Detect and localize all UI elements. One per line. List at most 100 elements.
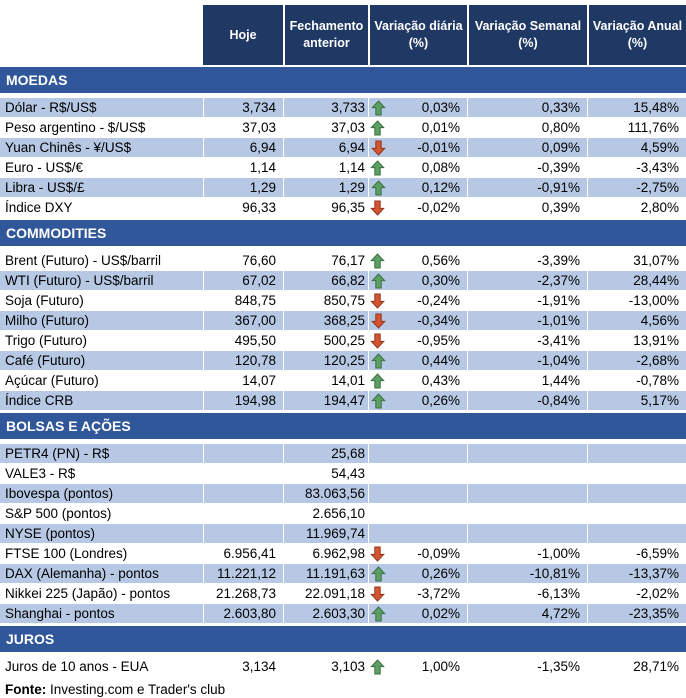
hoje-value: 3,134: [242, 659, 276, 674]
fechamento-anterior-value: 2.656,10: [312, 506, 365, 521]
variacao-anual-value: -23,35%: [587, 604, 686, 623]
row-label: Ibovespa (pontos): [5, 486, 114, 501]
table-body: MOEDAS Dólar - R$/US$ 3,734 3,733 0,03% 0,33%…: [0, 67, 686, 677]
row-label: Brent (Futuro) - US$/barril: [5, 253, 162, 268]
variacao-diaria-cell: -3,72%: [368, 584, 467, 603]
variacao-diaria-cell: -0,24%: [368, 291, 467, 310]
section-header-moedas: MOEDAS: [0, 67, 686, 93]
table-row-vale3-r: VALE3 - R$ 54,43: [0, 464, 686, 484]
variacao-semanal-value: 1,44%: [541, 373, 580, 388]
hoje-value: 1,29: [203, 178, 283, 197]
row-label: DAX (Alemanha) - pontos: [5, 566, 159, 581]
variacao-anual-value: 15,48%: [587, 98, 686, 117]
row-label: WTI (Futuro) - US$/barril: [5, 273, 154, 288]
hoje-value: 367,00: [203, 311, 283, 330]
fechamento-anterior-value: 25,68: [283, 444, 368, 463]
variacao-diaria-cell: -0,95%: [368, 331, 467, 350]
variacao-semanal-value: [467, 504, 587, 523]
section-title: MOEDAS: [6, 72, 68, 88]
table-row-milho-futuro: Milho (Futuro) 367,00 368,25 -0,34% -1,01% 4,…: [0, 311, 686, 331]
fechamento-anterior-value: 500,25: [323, 333, 365, 348]
variacao-anual-value: 4,56%: [587, 311, 686, 330]
fechamento-anterior-value: 14,01: [331, 373, 365, 388]
row-label: Yuan Chinês - ¥/US$: [5, 140, 132, 155]
hoje-value: 37,03: [242, 120, 276, 135]
variacao-semanal-value: -1,35%: [537, 659, 580, 674]
up-arrow-icon: [371, 605, 388, 622]
variacao-diaria-value: 0,12%: [421, 180, 460, 195]
variacao-diaria-cell: -0,34%: [368, 311, 467, 330]
variacao-anual-value: 28,71%: [633, 659, 679, 674]
column-header-variacao-anual: Variação Anual (%): [587, 5, 686, 65]
variacao-diaria-value: -0,02%: [417, 200, 460, 215]
variacao-diaria-value: 0,03%: [421, 100, 460, 115]
fechamento-anterior-value: 2.603,30: [283, 604, 368, 623]
down-arrow-icon: [370, 293, 387, 309]
table-row-indice-dxy: Índice DXY 96,33 96,35 -0,02% 0,39% 2,80%: [0, 198, 686, 218]
down-arrow-icon: [371, 140, 388, 156]
hoje-value: 21.268,73: [215, 586, 276, 601]
variacao-diaria-cell: 0,02%: [368, 604, 467, 623]
variacao-semanal-value: 0,09%: [467, 138, 587, 157]
row-label: FTSE 100 (Londres): [5, 546, 128, 561]
up-arrow-icon: [371, 565, 388, 582]
variacao-semanal-value: [467, 524, 587, 543]
variacao-anual-value: [587, 524, 686, 543]
up-arrow-icon: [371, 352, 388, 369]
variacao-diaria-cell: -0,01%: [368, 138, 467, 157]
down-arrow-icon: [370, 546, 387, 562]
table-row-cafe-futuro: Café (Futuro) 120,78 120,25 0,44% -1,04% -2,6…: [0, 351, 686, 371]
hoje-value: 6.956,41: [223, 546, 276, 561]
up-arrow-icon: [370, 372, 387, 389]
row-label: Índice DXY: [5, 200, 73, 215]
fechamento-anterior-value: 3,103: [331, 659, 365, 674]
fechamento-anterior-value: 850,75: [323, 293, 365, 308]
hoje-value: 2.603,80: [203, 604, 283, 623]
table-row-acucar-futuro: Açúcar (Futuro) 14,07 14,01 0,43% 1,44% -0,78…: [0, 371, 686, 391]
variacao-diaria-value: 0,02%: [421, 606, 460, 621]
variacao-anual-value: -2,02%: [636, 586, 679, 601]
fechamento-anterior-value: 22.091,18: [304, 586, 365, 601]
row-label: Shanghai - pontos: [5, 606, 115, 621]
variacao-diaria-value: -0,01%: [417, 140, 460, 155]
hoje-value: 3,734: [203, 98, 283, 117]
variacao-diaria-value: 0,26%: [421, 566, 460, 581]
down-arrow-icon: [370, 200, 387, 216]
variacao-anual-value: [587, 444, 686, 463]
variacao-anual-value: -2,68%: [587, 351, 686, 370]
table-row-trigo-futuro: Trigo (Futuro) 495,50 500,25 -0,95% -3,41% 13…: [0, 331, 686, 351]
variacao-anual-value: -13,37%: [587, 564, 686, 583]
variacao-diaria-value: -3,72%: [417, 586, 460, 601]
variacao-diaria-cell: [368, 524, 467, 543]
table-row-petr4-pn-r: PETR4 (PN) - R$ 25,68: [0, 444, 686, 464]
variacao-diaria-value: 0,56%: [421, 253, 460, 268]
down-arrow-icon: [370, 586, 387, 602]
table-row-dolar-rus: Dólar - R$/US$ 3,734 3,733 0,03% 0,33% 15,48%: [0, 98, 686, 118]
variacao-diaria-value: -0,34%: [417, 313, 460, 328]
variacao-semanal-value: -3,39%: [537, 253, 580, 268]
row-label: VALE3 - R$: [5, 466, 76, 481]
source-label: Fonte:: [5, 681, 47, 697]
table-row-libra-us: Libra - US$/£ 1,29 1,29 0,12% -0,91% -2,75%: [0, 178, 686, 198]
variacao-anual-value: [587, 464, 686, 483]
table-row-euro-us: Euro - US$/€ 1,14 1,14 0,08% -0,39% -3,43%: [0, 158, 686, 178]
up-arrow-icon: [371, 392, 388, 409]
variacao-diaria-value: 0,44%: [421, 353, 460, 368]
table-row-brent-futuro-usbarril: Brent (Futuro) - US$/barril 76,60 76,17 0,5…: [0, 251, 686, 271]
fechamento-anterior-value: 6.962,98: [312, 546, 365, 561]
down-arrow-icon: [371, 313, 388, 329]
up-arrow-icon: [371, 272, 388, 289]
row-label: Peso argentino - $/US$: [5, 120, 146, 135]
column-header-row: Hoje Fechamento anterior Variação diária…: [203, 5, 686, 65]
variacao-semanal-value: 4,72%: [467, 604, 587, 623]
variacao-anual-value: [587, 504, 686, 523]
fechamento-anterior-value: 11.191,63: [283, 564, 368, 583]
variacao-diaria-cell: 0,56%: [368, 251, 467, 270]
variacao-anual-value: [587, 484, 686, 503]
table-row-juros-de-10-anos-eua: Juros de 10 anos - EUA 3,134 3,103 1,00% -1,…: [0, 657, 686, 677]
fechamento-anterior-value: 83.063,56: [283, 484, 368, 503]
variacao-semanal-value: [467, 464, 587, 483]
hoje-value: [203, 524, 283, 543]
column-header-variacao-semanal: Variação Semanal (%): [467, 5, 587, 65]
variacao-diaria-cell: 0,03%: [368, 98, 467, 117]
